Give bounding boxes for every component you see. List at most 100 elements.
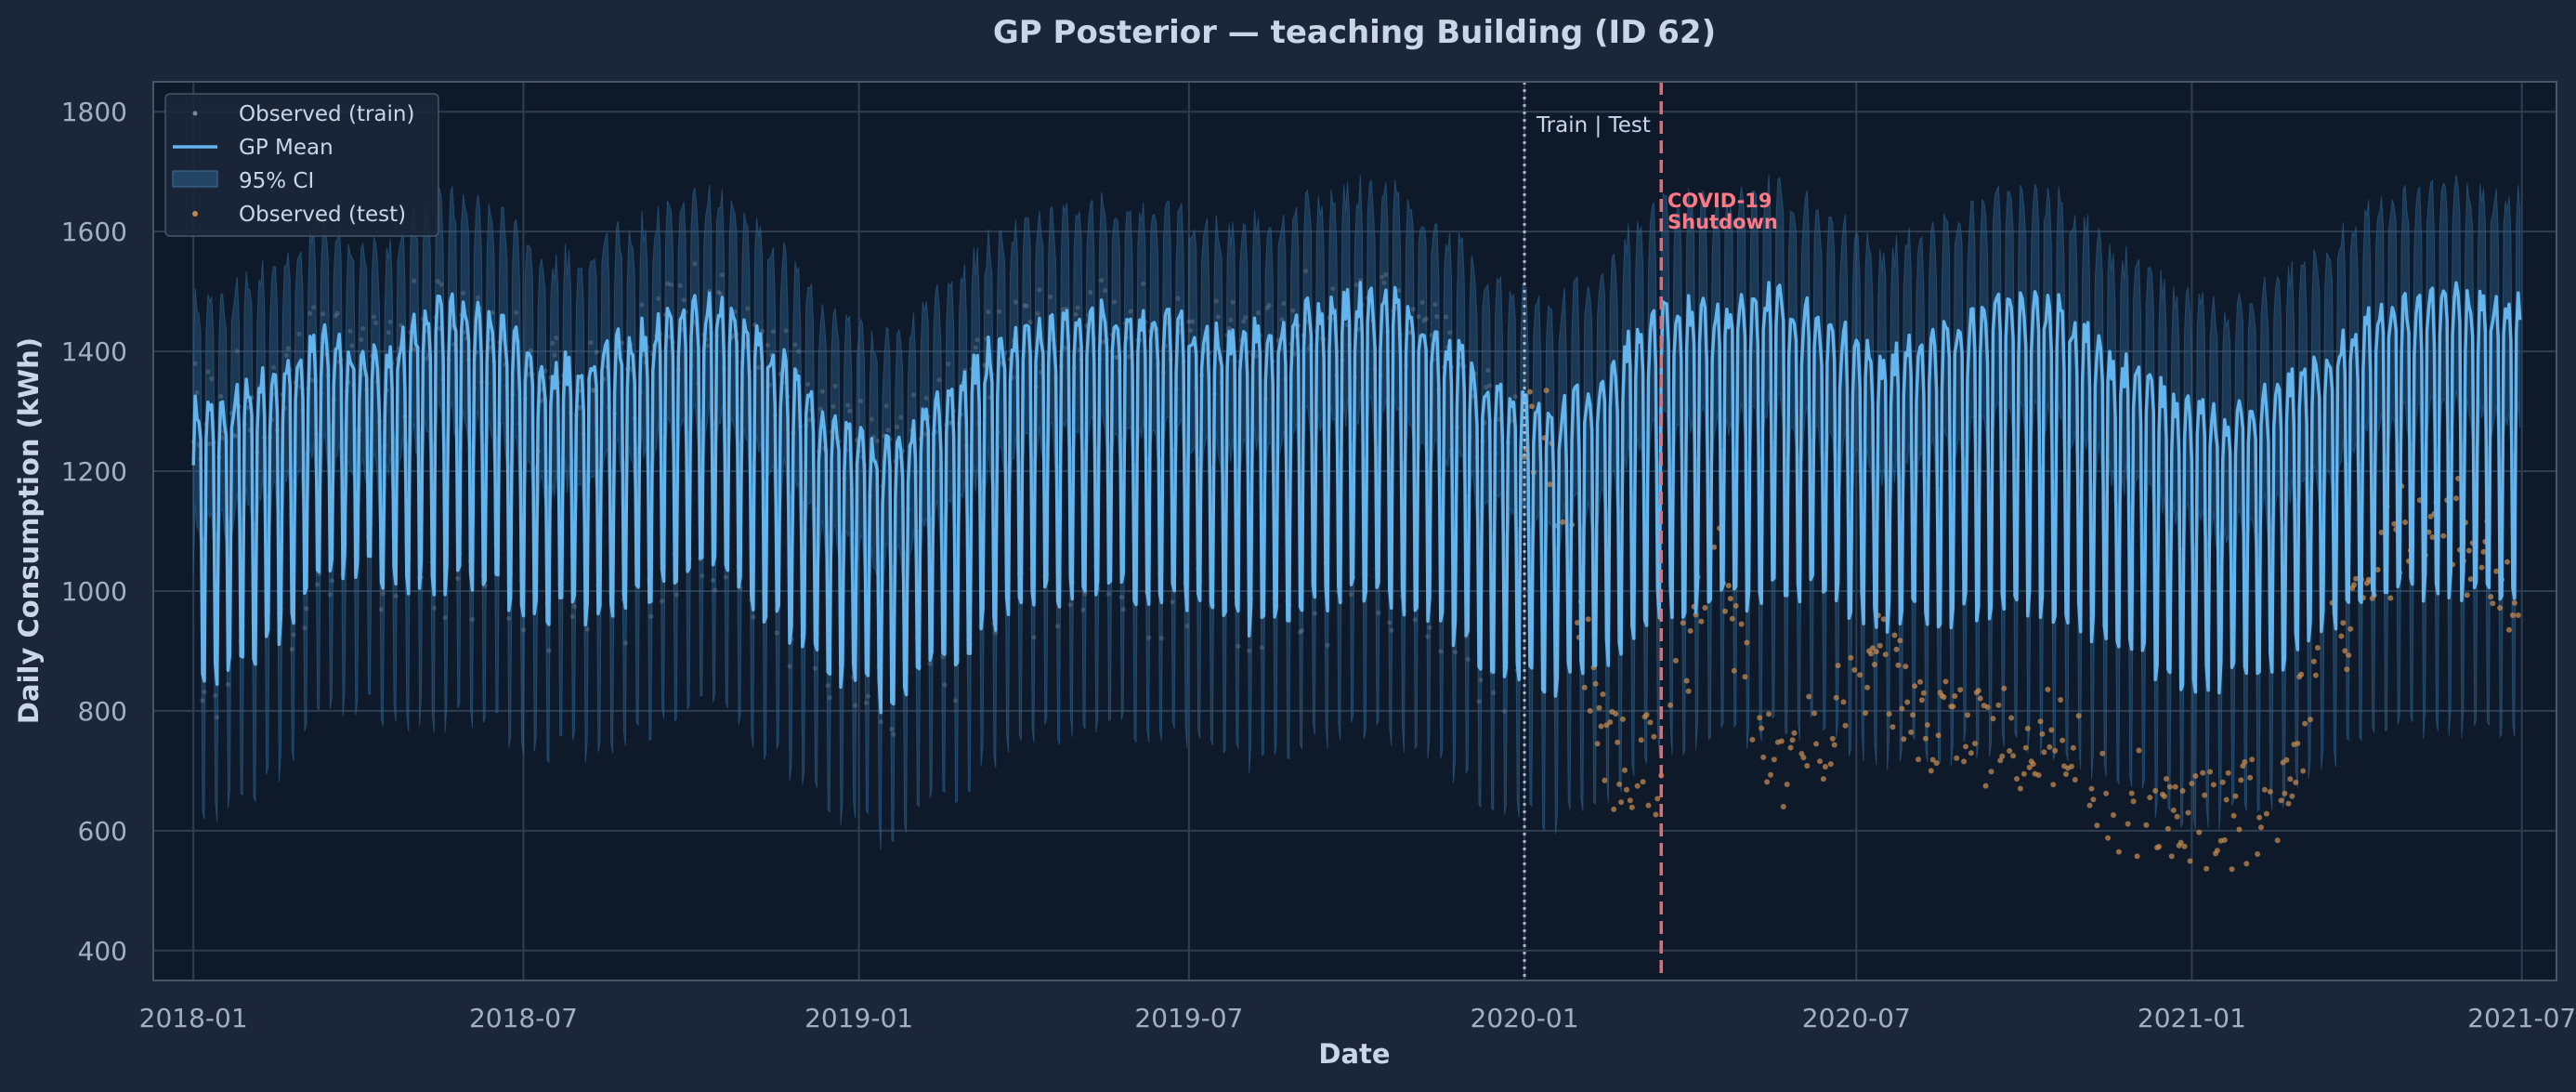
test-point <box>1941 694 1947 701</box>
test-point <box>2493 568 2500 574</box>
test-point <box>1680 620 1686 626</box>
train-point <box>1088 289 1093 296</box>
gp-mean-layer <box>191 281 2522 715</box>
test-point <box>1757 715 1763 721</box>
train-point <box>910 392 917 398</box>
train-point <box>1215 314 1221 320</box>
legend-test-marker <box>192 211 198 217</box>
train-point <box>807 417 813 423</box>
test-point <box>1963 743 1968 750</box>
test-point <box>2181 843 2188 849</box>
test-point <box>2497 605 2504 612</box>
test-point <box>2105 835 2112 841</box>
test-point <box>1968 750 1974 757</box>
test-point <box>2128 790 2135 796</box>
y-tick-label: 1400 <box>61 336 127 367</box>
train-point <box>1037 287 1042 293</box>
test-point <box>2086 802 2093 809</box>
test-point <box>2075 713 2082 719</box>
test-point <box>2221 836 2228 843</box>
test-point <box>2030 761 2036 768</box>
test-point <box>1929 757 1936 763</box>
test-point <box>1876 642 1883 649</box>
train-point <box>858 398 864 403</box>
train-point <box>526 372 531 377</box>
test-point <box>1791 730 1798 736</box>
train-point <box>296 331 302 336</box>
train-point <box>1170 599 1175 605</box>
train-point <box>922 431 927 437</box>
test-point <box>1833 694 1839 701</box>
train-point <box>692 261 698 267</box>
legend-train-label: Observed (train) <box>239 102 414 126</box>
test-point <box>1628 804 1635 810</box>
train-point <box>550 340 556 346</box>
test-point <box>1835 663 1841 669</box>
train-point <box>234 349 240 354</box>
test-point <box>1596 704 1602 711</box>
train-point <box>898 414 904 420</box>
chart-title: GP Posterior — teaching Building (ID 62) <box>993 14 1716 51</box>
train-point <box>700 573 705 579</box>
test-point <box>1990 716 1996 722</box>
test-point <box>2177 839 2184 846</box>
test-point <box>2103 790 2110 796</box>
test-point <box>2229 866 2235 873</box>
train-point <box>997 309 1002 314</box>
x-tick-label: 2018-07 <box>469 1003 578 1033</box>
test-point <box>2035 772 2042 778</box>
train-point <box>1432 302 1438 308</box>
train-point <box>1452 650 1458 655</box>
test-point <box>1585 616 1591 623</box>
train-point <box>830 403 836 409</box>
train-point <box>1290 308 1296 313</box>
train-point <box>1190 319 1196 324</box>
train-point <box>520 627 527 633</box>
legend-test-label: Observed (test) <box>239 203 406 227</box>
test-point <box>1811 710 1818 717</box>
train-point <box>751 614 756 620</box>
train-point <box>863 700 870 705</box>
test-point <box>1611 806 1617 812</box>
train-point <box>207 441 213 447</box>
test-point <box>1616 781 1623 787</box>
train-point <box>891 731 896 737</box>
train-point <box>304 606 309 612</box>
test-point <box>1687 627 1693 634</box>
test-point <box>1685 688 1692 694</box>
test-point <box>1651 733 1657 740</box>
test-point <box>1613 711 1619 717</box>
train-point <box>461 290 466 296</box>
train-point <box>1381 280 1387 285</box>
train-point <box>878 719 883 725</box>
train-point <box>730 333 736 338</box>
train-point <box>936 377 942 383</box>
train-point <box>1380 274 1385 280</box>
train-point <box>774 630 779 636</box>
test-point <box>1624 786 1629 793</box>
train-point <box>660 599 665 604</box>
test-point <box>2017 785 2023 792</box>
test-point <box>1647 719 1654 726</box>
test-point <box>1733 602 1739 609</box>
test-point <box>1592 680 1599 687</box>
train-point <box>865 693 871 699</box>
test-point <box>1780 804 1786 809</box>
test-point <box>2278 797 2284 804</box>
train-point <box>1419 299 1425 305</box>
train-point <box>1353 282 1360 288</box>
test-point <box>1871 662 1877 667</box>
train-point <box>895 424 900 429</box>
test-point <box>1890 724 1896 730</box>
train-point <box>347 328 353 334</box>
test-point <box>2008 715 2015 721</box>
test-point <box>2308 717 2313 723</box>
train-point <box>584 626 590 632</box>
train-point <box>514 309 519 315</box>
test-point <box>2130 798 2137 805</box>
test-point <box>2287 776 2294 783</box>
test-point <box>2464 592 2470 599</box>
train-point <box>942 682 948 688</box>
train-point <box>435 279 440 284</box>
legend-box <box>164 93 439 237</box>
